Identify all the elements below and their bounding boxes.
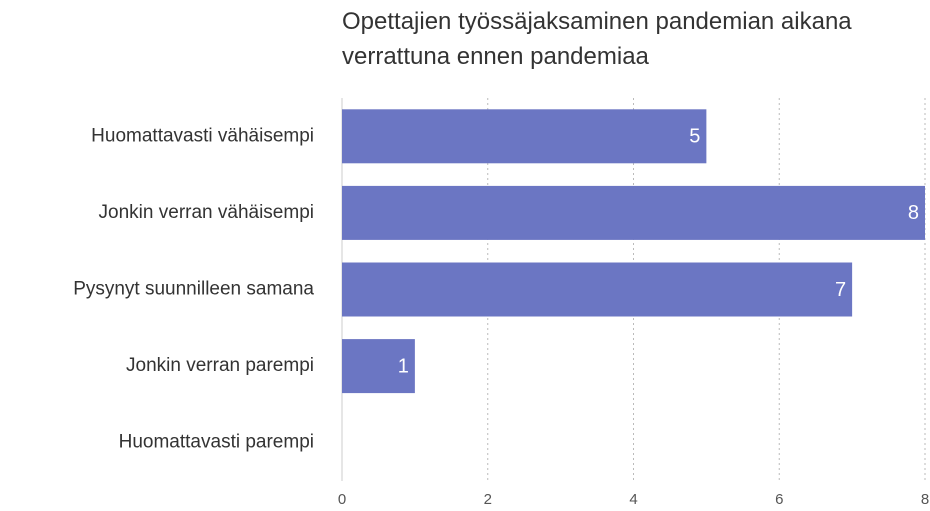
chart-title: Opettajien työssäjaksaminen pandemian ai… <box>342 8 852 70</box>
bar <box>342 262 853 317</box>
bar <box>342 339 415 394</box>
y-tick-label: Huomattavasti vähäisempi <box>91 125 314 146</box>
x-tick-label: 6 <box>775 491 783 508</box>
x-tick-label: 0 <box>338 491 346 508</box>
bar <box>342 185 925 240</box>
title-box: Opettajien työssäjaksaminen pandemian ai… <box>342 8 852 70</box>
value-label: 8 <box>908 202 919 224</box>
value-label: 1 <box>398 355 409 377</box>
value-label: 5 <box>689 126 700 148</box>
y-tick-label: Jonkin verran vähäisempi <box>99 202 314 223</box>
y-tick-label: Pysynyt suunnilleen samana <box>73 279 314 300</box>
x-tick-label: 8 <box>921 491 929 508</box>
x-tick-label: 2 <box>484 491 492 508</box>
bar <box>342 109 707 164</box>
y-tick-label: Jonkin verran parempi <box>126 355 314 376</box>
y-tick-label: Huomattavasti parempi <box>119 432 314 453</box>
value-label: 7 <box>835 279 846 301</box>
x-tick-label: 4 <box>629 491 637 508</box>
